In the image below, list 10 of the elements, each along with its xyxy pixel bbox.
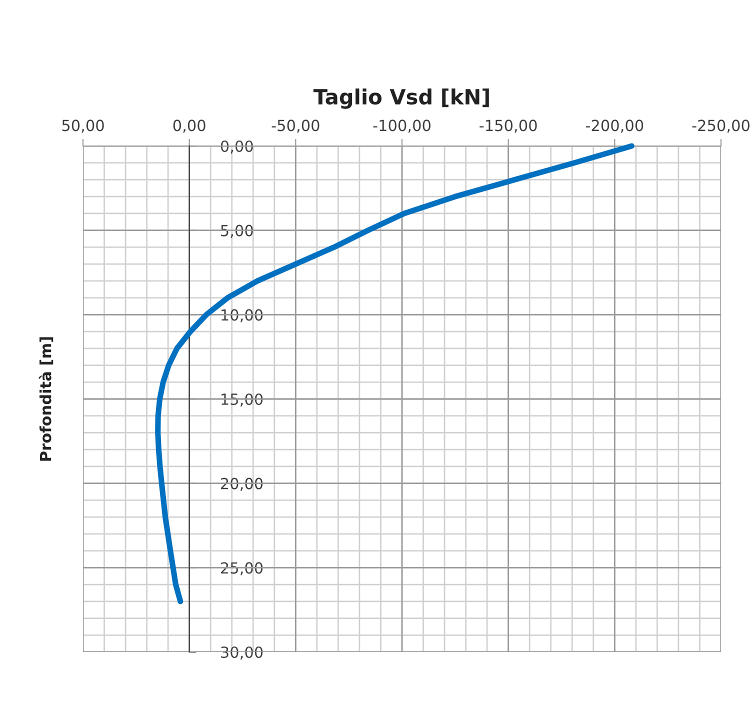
x-tick-label: 50,00 xyxy=(62,120,104,133)
y-tick-label: 30,00 xyxy=(221,646,263,660)
chart-title: Taglio Vsd [kN] xyxy=(313,88,489,109)
x-tick-label: -50,00 xyxy=(272,120,320,133)
x-tick-label: -200,00 xyxy=(586,120,644,133)
x-tick-label: -100,00 xyxy=(373,120,430,133)
x-tick-label: 0,00 xyxy=(173,120,206,133)
x-tick-label: -150,00 xyxy=(480,120,537,133)
x-tick-label: -250,00 xyxy=(692,120,750,133)
y-axis-title: Profondità [m] xyxy=(38,337,54,461)
